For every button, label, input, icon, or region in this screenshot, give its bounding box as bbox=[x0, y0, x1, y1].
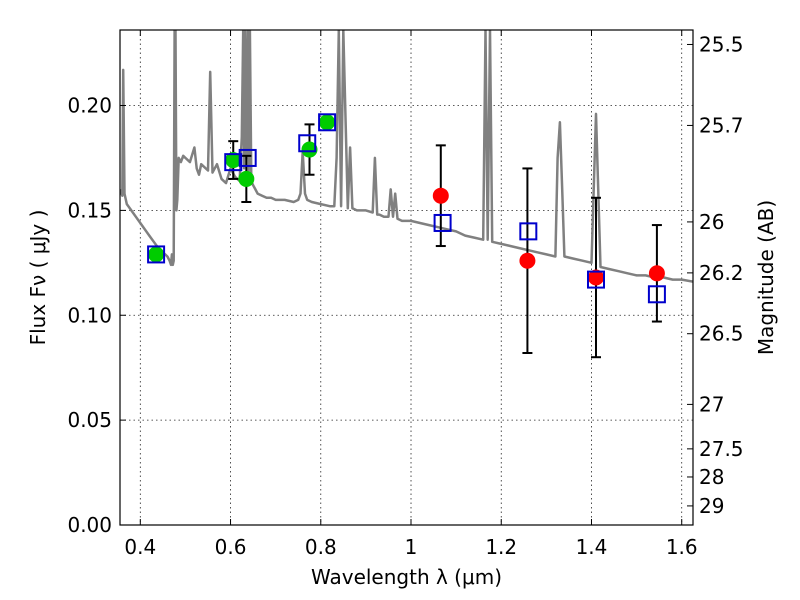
model-photometry-point bbox=[433, 213, 452, 232]
observed-nir-point bbox=[519, 252, 536, 269]
ticks-layer: 0.4 0.6 0.8 1 1.2 1.4 1.6 0.00 0.05 0.10 0.15 0.20 2… bbox=[67, 30, 744, 559]
right-tick-label: 27 bbox=[699, 392, 724, 416]
model-photometry-point bbox=[224, 153, 243, 172]
model-photometry-point bbox=[586, 270, 605, 289]
right-axis-label: Magnitude (AB) bbox=[754, 200, 778, 355]
y-tick-label: 0.05 bbox=[67, 408, 112, 432]
observed-optical-point bbox=[301, 141, 318, 158]
right-tick-label: 28 bbox=[699, 465, 724, 489]
right-tick-label: 26 bbox=[699, 210, 724, 234]
model-photometry-point bbox=[238, 148, 257, 167]
right-tick-label: 26.2 bbox=[699, 261, 744, 285]
right-tick-label: 26.5 bbox=[699, 322, 744, 346]
x-tick-label: 1.6 bbox=[666, 535, 698, 559]
spectrum-layer bbox=[120, 30, 693, 283]
right-tick-label: 29 bbox=[699, 494, 724, 518]
plot-frame bbox=[119, 29, 694, 526]
y-tick-label: 0.20 bbox=[67, 94, 112, 118]
x-tick-label: 1.4 bbox=[576, 535, 608, 559]
x-tick-label: 0.8 bbox=[305, 535, 337, 559]
model-spectrum-line bbox=[120, 30, 693, 283]
x-tick-label: 0.6 bbox=[215, 535, 247, 559]
right-tick-label: 25.5 bbox=[699, 32, 744, 56]
x-tick-label: 1.2 bbox=[485, 535, 517, 559]
y-tick-label: 0.10 bbox=[67, 303, 112, 327]
y-tick-label: 0.00 bbox=[67, 513, 112, 537]
grid bbox=[120, 30, 693, 526]
observed-nir-point bbox=[648, 265, 665, 282]
x-tick-label: 1 bbox=[405, 535, 418, 559]
observed-nir-point bbox=[432, 187, 449, 204]
observed-optical-point bbox=[238, 170, 255, 187]
observed-optical-point bbox=[148, 246, 165, 263]
model-photometry-point bbox=[519, 222, 538, 241]
model-photometry-point bbox=[298, 134, 317, 153]
x-tick-label: 0.4 bbox=[124, 535, 156, 559]
model-photometry-point bbox=[318, 113, 337, 132]
y-axis-label: Flux Fν ( μJy ) bbox=[26, 210, 50, 346]
points-layer bbox=[147, 113, 666, 304]
observed-optical-point bbox=[319, 114, 336, 131]
model-photometry-point bbox=[147, 245, 166, 264]
right-tick-label: 25.7 bbox=[699, 113, 744, 137]
model-photometry-point bbox=[647, 285, 666, 304]
y-tick-label: 0.15 bbox=[67, 198, 112, 222]
x-axis-label: Wavelength λ (μm) bbox=[311, 565, 502, 589]
right-tick-label: 27.5 bbox=[699, 437, 744, 461]
